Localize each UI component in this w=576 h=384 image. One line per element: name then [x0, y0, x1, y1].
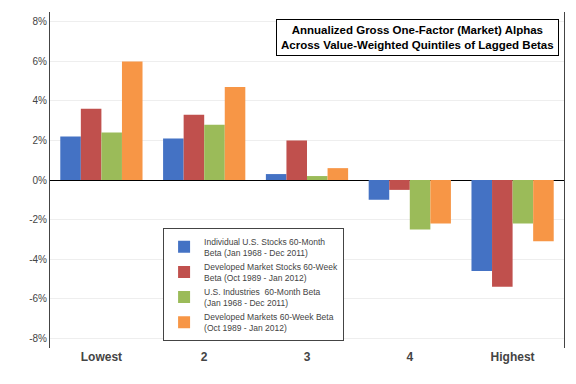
svg-text:4: 4: [406, 350, 413, 364]
svg-text:2: 2: [201, 350, 208, 364]
svg-text:U.S. Industries 60-Month Beta: U.S. Industries 60-Month Beta(Jan 1968 -…: [204, 287, 320, 308]
svg-text:Highest: Highest: [491, 350, 535, 364]
svg-text:Annualized Gross One-Factor (M: Annualized Gross One-Factor (Market) Alp…: [281, 24, 554, 51]
svg-text:Lowest: Lowest: [81, 350, 122, 364]
svg-text:Developed Markets 60-Week Beta: Developed Markets 60-Week Beta(Oct 1989 …: [204, 312, 334, 333]
svg-text:4%: 4%: [33, 95, 48, 106]
svg-text:8%: 8%: [33, 16, 48, 27]
svg-text:-4%: -4%: [29, 254, 47, 265]
svg-text:-8%: -8%: [29, 333, 47, 344]
svg-text:0%: 0%: [33, 175, 48, 186]
svg-text:Individual U.S. Stocks 60-Mont: Individual U.S. Stocks 60-MonthBeta (Jan…: [204, 237, 325, 258]
svg-text:-6%: -6%: [29, 293, 47, 304]
svg-text:Developed Market Stocks 60-Wee: Developed Market Stocks 60-WeekBeta (Oct…: [204, 262, 338, 283]
svg-text:6%: 6%: [33, 56, 48, 67]
svg-text:-2%: -2%: [29, 214, 47, 225]
svg-text:3: 3: [304, 350, 311, 364]
svg-text:2%: 2%: [33, 135, 48, 146]
